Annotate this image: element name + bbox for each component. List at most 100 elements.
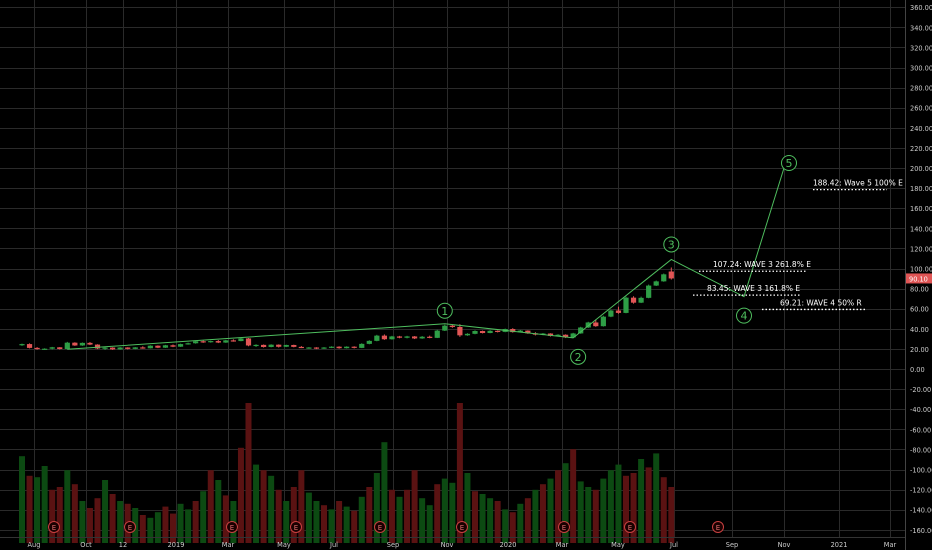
candle-body[interactable] bbox=[125, 347, 131, 349]
candle-body[interactable] bbox=[555, 334, 561, 336]
candle-body[interactable] bbox=[517, 330, 523, 333]
candle-body[interactable] bbox=[140, 347, 146, 349]
candle-body[interactable] bbox=[547, 333, 554, 336]
candle-body[interactable] bbox=[510, 329, 516, 333]
candle-body[interactable] bbox=[336, 346, 342, 349]
candle-body[interactable] bbox=[253, 344, 259, 347]
candle-body[interactable] bbox=[87, 342, 93, 345]
candle-body[interactable] bbox=[525, 330, 531, 334]
candle-body[interactable] bbox=[374, 335, 380, 341]
time-axis[interactable]: Aug Oct 12 2019 Mar May Jul Sep Nov 2020 Mar May Jul… bbox=[28, 541, 897, 549]
candle-body[interactable] bbox=[623, 297, 629, 313]
candle-body[interactable] bbox=[479, 331, 486, 334]
candle-body[interactable] bbox=[132, 347, 138, 349]
candle-body[interactable] bbox=[215, 341, 221, 343]
earnings-icon[interactable] bbox=[558, 521, 570, 533]
candle-body[interactable] bbox=[419, 336, 425, 339]
candle-body[interactable] bbox=[291, 344, 297, 347]
candle-body[interactable] bbox=[563, 334, 569, 338]
candle-body[interactable] bbox=[298, 346, 304, 349]
volume-bar bbox=[547, 478, 554, 543]
candle-body[interactable] bbox=[578, 327, 584, 334]
candle-body[interactable] bbox=[630, 297, 637, 303]
candle-body[interactable] bbox=[381, 335, 387, 340]
candle-body[interactable] bbox=[366, 340, 372, 344]
candle-body[interactable] bbox=[261, 344, 267, 347]
candle-body[interactable] bbox=[110, 347, 116, 350]
candle-body[interactable] bbox=[185, 343, 191, 345]
candle-body[interactable] bbox=[42, 348, 48, 350]
candle-body[interactable] bbox=[306, 347, 312, 349]
earnings-icon[interactable] bbox=[48, 521, 60, 533]
candle-body[interactable] bbox=[600, 316, 606, 327]
candle-body[interactable] bbox=[276, 344, 282, 347]
earnings-icon[interactable] bbox=[456, 521, 468, 533]
candle-body[interactable] bbox=[223, 340, 229, 343]
candle-body[interactable] bbox=[615, 310, 622, 313]
candle-body[interactable] bbox=[49, 347, 55, 349]
candle-body[interactable] bbox=[64, 342, 70, 350]
candle-body[interactable] bbox=[208, 341, 214, 343]
candle-body[interactable] bbox=[442, 325, 448, 331]
candle-body[interactable] bbox=[638, 297, 644, 303]
candle-body[interactable] bbox=[102, 347, 108, 349]
candle-body[interactable] bbox=[193, 341, 199, 344]
candle-body[interactable] bbox=[495, 330, 501, 333]
candles[interactable] bbox=[19, 267, 674, 350]
candle-body[interactable] bbox=[34, 347, 40, 350]
earnings-icon[interactable] bbox=[124, 521, 136, 533]
candle-body[interactable] bbox=[94, 344, 101, 349]
earnings-icon[interactable] bbox=[290, 521, 302, 533]
candle-body[interactable] bbox=[359, 343, 365, 348]
candle-body[interactable] bbox=[230, 340, 236, 342]
candle-body[interactable] bbox=[19, 344, 25, 346]
candle-body[interactable] bbox=[177, 344, 184, 347]
candle-body[interactable] bbox=[170, 345, 176, 347]
candle-body[interactable] bbox=[653, 281, 659, 286]
candle-body[interactable] bbox=[328, 346, 335, 348]
candle-body[interactable] bbox=[321, 347, 327, 349]
candle-body[interactable] bbox=[570, 333, 576, 338]
candle-body[interactable] bbox=[404, 336, 410, 338]
candle-body[interactable] bbox=[351, 346, 357, 348]
candle-body[interactable] bbox=[155, 345, 161, 348]
earnings-icon[interactable] bbox=[624, 521, 636, 533]
candle-body[interactable] bbox=[313, 347, 320, 349]
candle-body[interactable] bbox=[427, 336, 433, 338]
earnings-icon[interactable] bbox=[374, 521, 386, 533]
candle-body[interactable] bbox=[344, 346, 350, 349]
candle-body[interactable] bbox=[434, 330, 440, 338]
earnings-icon[interactable] bbox=[226, 521, 238, 533]
candle-body[interactable] bbox=[661, 274, 667, 282]
candle-body[interactable] bbox=[57, 347, 63, 350]
candle-body[interactable] bbox=[268, 344, 274, 347]
candle-body[interactable] bbox=[464, 333, 471, 336]
candle-body[interactable] bbox=[396, 336, 403, 338]
candle-body[interactable] bbox=[162, 345, 169, 348]
candle-body[interactable] bbox=[593, 322, 599, 327]
candle-body[interactable] bbox=[668, 271, 674, 279]
candle-body[interactable] bbox=[147, 345, 153, 349]
candle-body[interactable] bbox=[389, 336, 395, 340]
earnings-icon[interactable] bbox=[712, 521, 724, 533]
candle-body[interactable] bbox=[487, 330, 493, 334]
candle-body[interactable] bbox=[117, 347, 123, 350]
candle-body[interactable] bbox=[283, 344, 289, 347]
candle-body[interactable] bbox=[26, 344, 33, 348]
candle-body[interactable] bbox=[449, 325, 455, 327]
candle-body[interactable] bbox=[457, 326, 463, 336]
candle-body[interactable] bbox=[79, 342, 85, 346]
x-tick-label: Sep bbox=[387, 541, 399, 549]
candle-body[interactable] bbox=[585, 322, 591, 328]
candle-body[interactable] bbox=[200, 341, 206, 343]
candle-body[interactable] bbox=[72, 342, 78, 346]
price-axis[interactable]: 360.00 340.00 320.00 300.00 280.00 260.00 240.… bbox=[910, 4, 932, 535]
candle-body[interactable] bbox=[238, 338, 244, 342]
candle-body[interactable] bbox=[472, 331, 478, 334]
candle-body[interactable] bbox=[412, 336, 418, 339]
candle-body[interactable] bbox=[608, 310, 614, 317]
candle-body[interactable] bbox=[646, 285, 652, 298]
candle-body[interactable] bbox=[245, 338, 252, 346]
